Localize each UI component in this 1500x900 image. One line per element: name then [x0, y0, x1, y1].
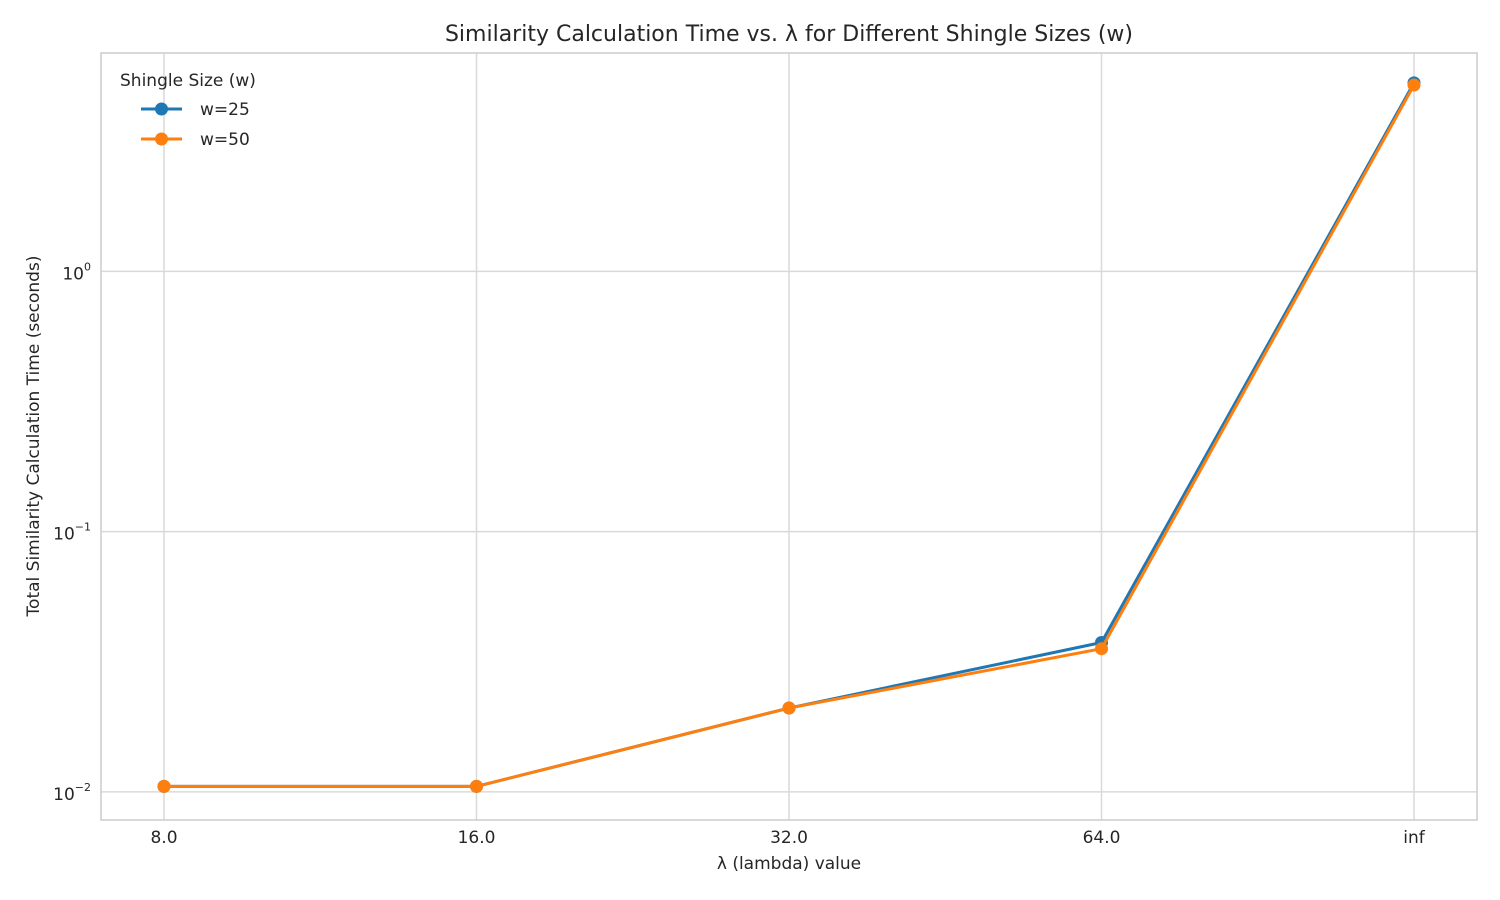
y-tick-label: 10−1 [53, 521, 91, 545]
x-tick-label: 16.0 [458, 828, 496, 848]
x-axis-label: λ (lambda) value [717, 854, 861, 874]
x-tick-label: 32.0 [770, 828, 808, 848]
legend-label-w=50: w=50 [200, 130, 250, 150]
series-layer [157, 76, 1421, 793]
x-tick-label: 64.0 [1083, 828, 1121, 848]
data-point-w=50 [470, 779, 483, 793]
plot-frame [100, 52, 1478, 821]
tick-labels: 8.0 16.0 32.0 64.0 inf 10−2 10−1 100 [53, 260, 1426, 848]
legend-title: Shingle Size (w) [120, 71, 256, 91]
legend-marker-w=50 [155, 132, 168, 146]
y-tick-label: 10−2 [53, 781, 91, 805]
legend-marker-w=25 [155, 102, 168, 116]
legend-label-w=25: w=25 [200, 100, 250, 120]
data-point-w=50 [1407, 78, 1421, 92]
x-tick-label: inf [1403, 828, 1425, 848]
chart-title: Similarity Calculation Time vs. λ for Di… [445, 22, 1133, 47]
data-point-w=50 [782, 701, 796, 715]
legend: Shingle Size (w) w=25 w=50 [120, 71, 256, 150]
y-axis-label: Total Similarity Calculation Time (secon… [24, 256, 44, 618]
data-point-w=50 [157, 779, 171, 793]
data-point-w=50 [1095, 642, 1108, 656]
y-tick-label: 100 [62, 260, 91, 284]
x-tick-label: 8.0 [150, 828, 177, 848]
grid [101, 53, 1477, 820]
